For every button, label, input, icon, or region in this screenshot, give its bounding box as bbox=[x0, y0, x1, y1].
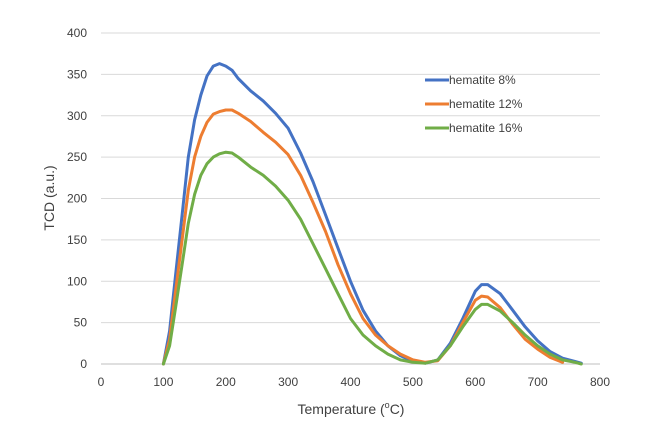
legend: hematite 8% hematite 12% hematite 16% bbox=[425, 73, 523, 135]
y-tick-label-50: 50 bbox=[74, 316, 88, 330]
x-tick-label-500: 500 bbox=[403, 375, 423, 389]
y-axis-title: TCD (a.u.) bbox=[41, 165, 57, 230]
x-tick-label-200: 200 bbox=[216, 375, 236, 389]
y-tick-label-350: 350 bbox=[67, 67, 87, 81]
x-tick-label-700: 700 bbox=[528, 375, 548, 389]
y-tick-label-100: 100 bbox=[67, 274, 87, 288]
y-tick-label-400: 400 bbox=[67, 26, 87, 40]
x-tick-label-300: 300 bbox=[278, 375, 298, 389]
series-lines bbox=[161, 62, 583, 366]
y-tick-label-150: 150 bbox=[67, 233, 87, 247]
y-axis-tick-labels: 0 50 100 150 200 250 300 350 400 bbox=[67, 26, 87, 371]
y-tick-label-200: 200 bbox=[67, 192, 87, 206]
y-tick-label-0: 0 bbox=[80, 357, 87, 371]
legend-label-1: hematite 8% bbox=[449, 73, 516, 87]
x-tick-label-100: 100 bbox=[153, 375, 173, 389]
y-tick-label-300: 300 bbox=[67, 109, 87, 123]
x-axis-title: Temperature (oC) bbox=[298, 400, 405, 417]
x-axis-title-tail: C) bbox=[390, 401, 405, 417]
x-tick-label-600: 600 bbox=[465, 375, 485, 389]
x-axis-title-main: Temperature ( bbox=[298, 401, 385, 417]
series-line-1 bbox=[161, 62, 583, 366]
series-line-3 bbox=[161, 150, 583, 366]
x-tick-label-400: 400 bbox=[340, 375, 360, 389]
x-tick-label-0: 0 bbox=[98, 375, 105, 389]
series-line-2 bbox=[161, 108, 565, 366]
legend-label-2: hematite 12% bbox=[449, 97, 523, 111]
legend-label-3: hematite 16% bbox=[449, 121, 523, 135]
y-tick-label-250: 250 bbox=[67, 150, 87, 164]
x-tick-label-800: 800 bbox=[590, 375, 610, 389]
x-axis-title-superscript: o bbox=[385, 400, 390, 410]
x-axis-tick-labels: 0 100 200 300 400 500 600 700 800 bbox=[98, 375, 611, 389]
